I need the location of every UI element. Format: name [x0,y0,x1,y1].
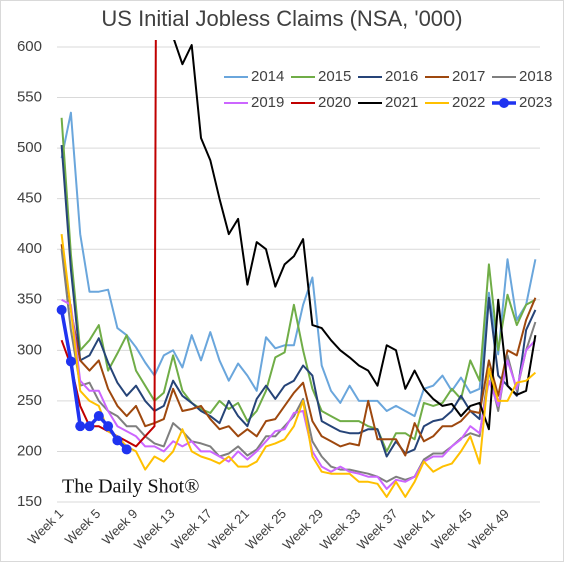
chart-title: US Initial Jobless Claims (NSA, '000) [101,6,462,31]
series-marker [56,304,67,315]
y-tick-label: 300 [17,341,42,358]
legend-label: 2015 [318,68,351,85]
y-tick-label: 600 [17,38,42,55]
series-line [60,40,157,448]
y-tick-label: 200 [17,442,42,459]
y-tick-label: 400 [17,240,42,257]
series-line [60,117,536,453]
series-marker [75,421,86,432]
series-marker [103,421,114,432]
legend-label: 2023 [519,94,552,111]
legend-marker [499,98,509,108]
y-tick-label: 150 [17,493,42,510]
series-marker [93,411,104,422]
series-line [60,233,537,498]
y-tick-label: 500 [17,139,42,156]
series-line [60,145,537,458]
y-tick-label: 250 [17,392,42,409]
y-tick-label: 450 [17,190,42,207]
y-tick-label: 550 [17,89,42,106]
legend-label: 2018 [519,68,552,85]
legend-label: 2019 [251,94,284,111]
series-line [60,244,537,457]
y-tick-label: 350 [17,291,42,308]
series-line [173,40,537,431]
legend-label: 2020 [318,94,351,111]
legend-label: 2016 [385,68,418,85]
series-marker [112,435,123,446]
legend-label: 2014 [251,68,284,85]
legend-label: 2021 [385,94,418,111]
watermark: The Daily Shot® [62,476,199,498]
series-marker [65,356,76,367]
legend-label: 2022 [452,94,485,111]
legend-label: 2017 [452,68,485,85]
series-marker [84,421,95,432]
series-marker [121,444,132,455]
